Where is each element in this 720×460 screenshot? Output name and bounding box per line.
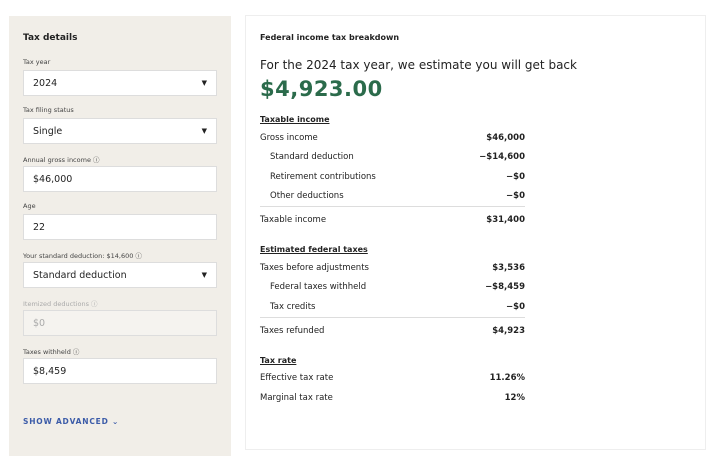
row-label: Federal taxes withheld <box>270 282 367 293</box>
breakdown-title: Federal income tax breakdown <box>260 33 400 42</box>
breakdown-panel: Federal income tax breakdown For the 202… <box>245 15 706 450</box>
show-advanced-button[interactable]: SHOW ADVANCED ⌄ <box>23 417 120 426</box>
panel-title: Tax details <box>23 33 78 43</box>
filing-status-value: Single <box>33 125 63 137</box>
row-label: Effective tax rate <box>260 373 334 384</box>
tax-year-label: Tax year <box>23 58 51 66</box>
caret-down-icon: ▼ <box>201 271 207 279</box>
deduction-value: Standard deduction <box>33 269 127 281</box>
breakdown-row: Other deductions −$0 <box>260 187 525 207</box>
section-heading: Estimated federal taxes <box>260 245 368 254</box>
row-value: −$0 <box>506 301 525 312</box>
age-label: Age <box>23 202 36 210</box>
breakdown-row: Effective tax rate 11.26% <box>260 369 525 389</box>
row-value: $3,536 <box>492 262 525 273</box>
row-label: Other deductions <box>270 191 344 202</box>
deduction-select[interactable]: Standard deduction ▼ <box>23 262 217 288</box>
breakdown-row: Marginal tax rate 12% <box>260 388 525 408</box>
row-label: Taxes refunded <box>260 325 325 336</box>
itemized-input: $0 <box>23 310 217 336</box>
gross-income-input[interactable]: $46,000 <box>23 166 217 192</box>
row-value: $31,400 <box>486 215 525 225</box>
withheld-input[interactable]: $8,459 <box>23 358 217 384</box>
row-value: 11.26% <box>489 373 525 384</box>
withheld-label: Taxes withheld ⓘ <box>23 348 80 356</box>
row-label: Tax credits <box>270 301 316 312</box>
row-value: 12% <box>504 392 525 403</box>
age-input[interactable]: 22 <box>23 214 217 240</box>
gross-income-label: Annual gross income ⓘ <box>23 156 100 164</box>
row-label: Retirement contributions <box>270 171 376 182</box>
row-value: $4,923 <box>492 325 525 336</box>
breakdown-row: Taxable income $31,400 <box>260 206 525 231</box>
row-label: Taxes before adjustments <box>260 262 369 273</box>
row-value: −$0 <box>506 191 525 202</box>
tax-details-panel: Tax details Tax year 2024 ▼ Tax filing st… <box>9 16 231 456</box>
filing-status-select[interactable]: Single ▼ <box>23 118 217 144</box>
breakdown-row: Retirement contributions −$0 <box>260 167 525 187</box>
breakdown-row: Taxes refunded $4,923 <box>260 316 525 342</box>
deduction-label: Your standard deduction: $14,600 ⓘ <box>23 252 142 260</box>
filing-status-label: Tax filing status <box>23 106 74 114</box>
breakdown-row: Gross income $46,000 <box>260 128 525 148</box>
refund-amount: $4,923.00 <box>260 77 383 101</box>
section-heading: Taxable income <box>260 115 330 124</box>
caret-down-icon: ▼ <box>201 127 207 135</box>
tax-year-select[interactable]: 2024 ▼ <box>23 70 217 96</box>
row-value: $46,000 <box>486 132 525 143</box>
row-value: −$8,459 <box>485 282 525 293</box>
row-value: −$14,600 <box>479 152 525 163</box>
row-value: −$0 <box>506 171 525 182</box>
row-label: Taxable income <box>260 215 327 225</box>
row-label: Marginal tax rate <box>260 392 333 403</box>
caret-down-icon: ▼ <box>201 79 207 87</box>
row-label: Gross income <box>260 132 318 143</box>
row-label: Standard deduction <box>270 152 354 163</box>
breakdown-row: Tax credits −$0 <box>260 297 525 317</box>
tax-year-value: 2024 <box>33 77 58 89</box>
breakdown-row: Federal taxes withheld −$8,459 <box>260 278 525 298</box>
estimate-text: For the 2024 tax year, we estimate you w… <box>260 58 577 72</box>
breakdown-row: Taxes before adjustments $3,536 <box>260 258 525 278</box>
itemized-label: Itemized deductions ⓘ <box>23 300 98 308</box>
breakdown-row: Standard deduction −$14,600 <box>260 148 525 168</box>
section-heading: Tax rate <box>260 355 297 365</box>
